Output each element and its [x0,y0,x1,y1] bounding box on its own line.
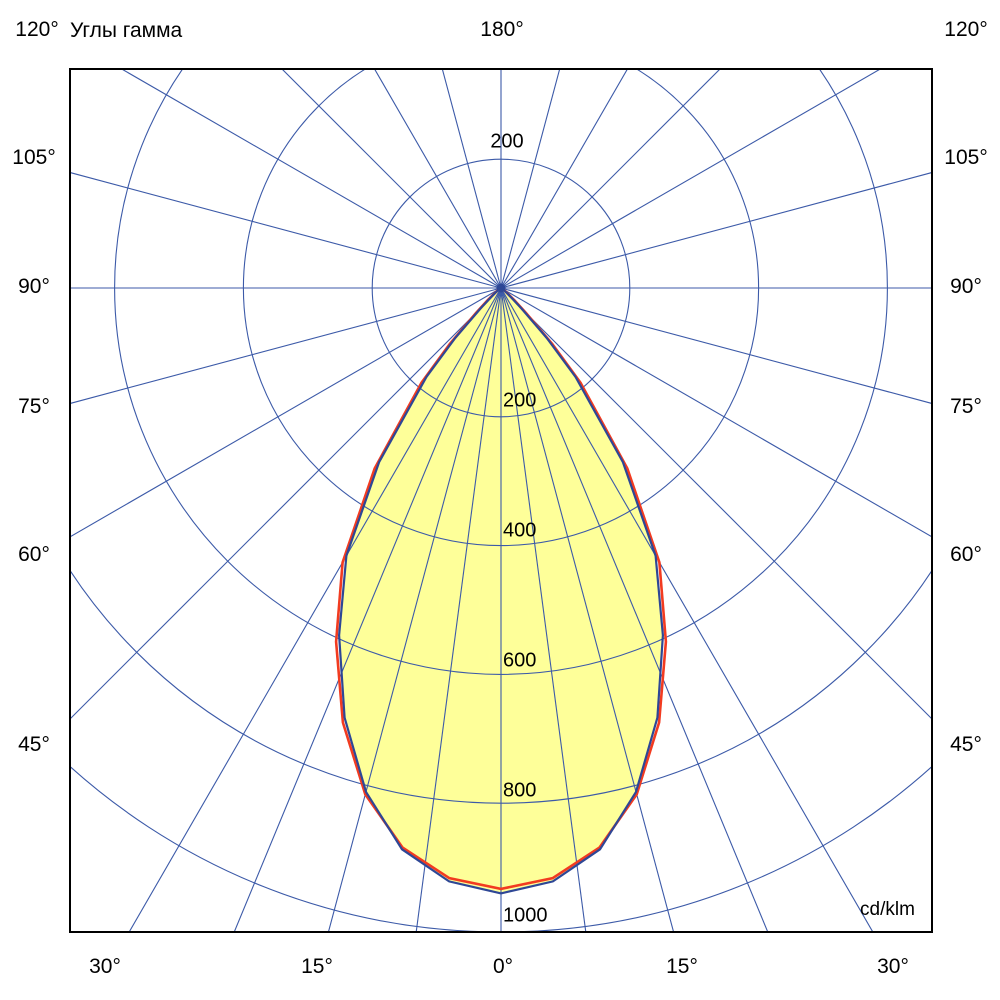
radial-tick-200: 200 [503,389,537,412]
gamma-label-105-left: 105° [12,146,56,169]
origin-marker [496,283,506,293]
gamma-label-45-left: 45° [18,733,50,756]
gamma-label-105-right: 105° [944,146,988,169]
chart-frame [69,68,933,933]
gamma-label-120-top-left: 120° [15,18,59,41]
gamma-label-180-top: 180° [480,18,524,41]
gamma-label-120-top-right: 120° [944,18,988,41]
gamma-label-0-bottom: 0° [492,955,514,978]
gamma-label-60-left: 60° [18,543,50,566]
chart-title: Углы гамма [70,19,183,42]
gamma-label-60-right: 60° [950,543,982,566]
radial-tick-600: 600 [503,649,537,672]
gamma-label-90-left: 90° [18,275,50,298]
curve-blue [337,286,665,895]
gamma-label-15-bottom-left: 15° [301,955,333,978]
radial-tick-200-upper: 200 [490,130,524,153]
units-label: cd/klm [860,899,915,920]
gamma-label-30-bottom-left: 30° [89,955,121,978]
gamma-label-30-bottom-right: 30° [877,955,909,978]
gamma-label-45-right: 45° [950,733,982,756]
gamma-label-15-bottom-right: 15° [666,955,698,978]
radial-tick-400: 400 [503,519,537,542]
gamma-label-90-right: 90° [950,275,982,298]
gamma-label-75-right: 75° [950,395,982,418]
radial-tick-1000: 1000 [503,904,548,927]
gamma-label-75-left: 75° [18,395,50,418]
radial-tick-800: 800 [503,779,537,802]
